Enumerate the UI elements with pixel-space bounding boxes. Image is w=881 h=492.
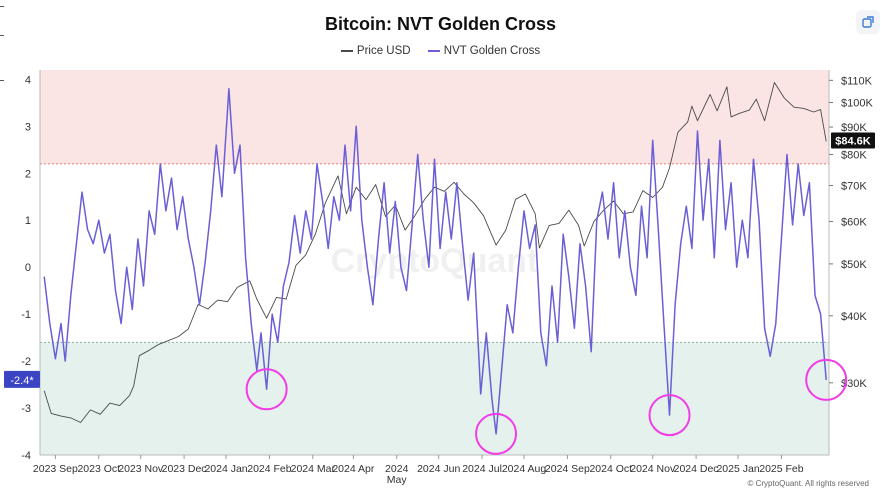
right-tick-label: $30K <box>841 378 867 390</box>
legend-item-nvt[interactable]: NVT Golden Cross <box>427 45 541 57</box>
highlight-circle <box>805 358 848 401</box>
legend-item-price[interactable]: Price USD <box>340 45 411 57</box>
x-tick-label: 2025 Feb <box>759 463 804 475</box>
x-tick-label: 2024 Sep <box>545 463 590 475</box>
left-tick-label: -4 <box>21 450 31 462</box>
undervalued-zone <box>40 342 829 455</box>
x-tick-label: 2024 Apr <box>332 463 375 475</box>
x-tick-label: 2024 Jun <box>417 463 460 475</box>
x-tick-label: 2024 Nov <box>630 463 676 475</box>
legend-swatch-price <box>340 50 353 52</box>
nvt-golden-cross-line <box>43 88 827 435</box>
left-tick-label: 0 <box>25 262 31 274</box>
copyright-footer: © CryptoQuant. All rights reserved <box>748 479 870 488</box>
legend-label-price: Price USD <box>356 45 411 57</box>
left-tick-label: 2 <box>25 168 31 180</box>
price-usd-line <box>43 82 827 423</box>
right-tick-label: $90K <box>841 122 867 134</box>
highlight-circle <box>648 394 691 437</box>
highlight-circle <box>245 368 288 411</box>
edge-mark <box>0 6 4 7</box>
x-tick-label: 2024 Oct <box>589 463 632 475</box>
legend-swatch-nvt <box>427 50 440 52</box>
edge-mark <box>0 80 4 81</box>
legend: Price USD NVT Golden Cross <box>0 43 881 57</box>
chart-title: Bitcoin: NVT Golden Cross <box>324 14 556 34</box>
left-tick-label: -3 <box>21 403 31 415</box>
x-tick-label: 2023 Oct <box>77 463 120 475</box>
x-tick-label: 2024 Feb <box>247 463 292 475</box>
right-tick-label: $40K <box>841 311 867 323</box>
right-tick-label: $80K <box>841 149 867 161</box>
x-tick-label: 2024 Dec <box>674 463 719 475</box>
edge-mark <box>0 35 4 36</box>
left-tick-label: 4 <box>25 74 31 86</box>
x-tick-label: 2024 Jul <box>462 463 502 475</box>
overheated-zone <box>40 70 829 164</box>
legend-label-nvt: NVT Golden Cross <box>443 45 541 57</box>
x-tick-label: 2023 Nov <box>118 463 164 475</box>
x-tick-label: 2024 Aug <box>502 463 547 475</box>
left-tick-label: -1 <box>21 309 31 321</box>
current-price-badge <box>831 132 875 149</box>
x-tick-label: 2023 Sep <box>33 463 78 475</box>
share-link-icon <box>862 16 874 28</box>
right-tick-label: $60K <box>841 216 867 228</box>
left-tick-label: 1 <box>25 215 31 227</box>
current-price-label: $84.6K <box>835 135 871 147</box>
highlight-circle <box>475 412 518 455</box>
left-tick-label: 3 <box>25 121 31 133</box>
share-link-button[interactable] <box>856 10 880 34</box>
right-tick-label: $70K <box>841 181 867 193</box>
x-tick-label: 2024 May <box>385 463 409 486</box>
current-nvt-badge <box>4 370 40 388</box>
left-tick-label: -2 <box>21 356 31 368</box>
current-nvt-label: -2.4* <box>10 375 34 387</box>
watermark: CryptoQuant <box>331 242 539 280</box>
right-tick-label: $50K <box>841 259 867 271</box>
x-tick-label: 2023 Dec <box>162 463 207 475</box>
x-tick-label: 2024 Jan <box>204 463 247 475</box>
x-tick-label: 2025 Jan <box>716 463 759 475</box>
x-tick-label: 2024 Mar <box>291 463 336 475</box>
right-tick-label: $100K <box>841 98 873 110</box>
right-tick-label: $110K <box>841 75 873 87</box>
